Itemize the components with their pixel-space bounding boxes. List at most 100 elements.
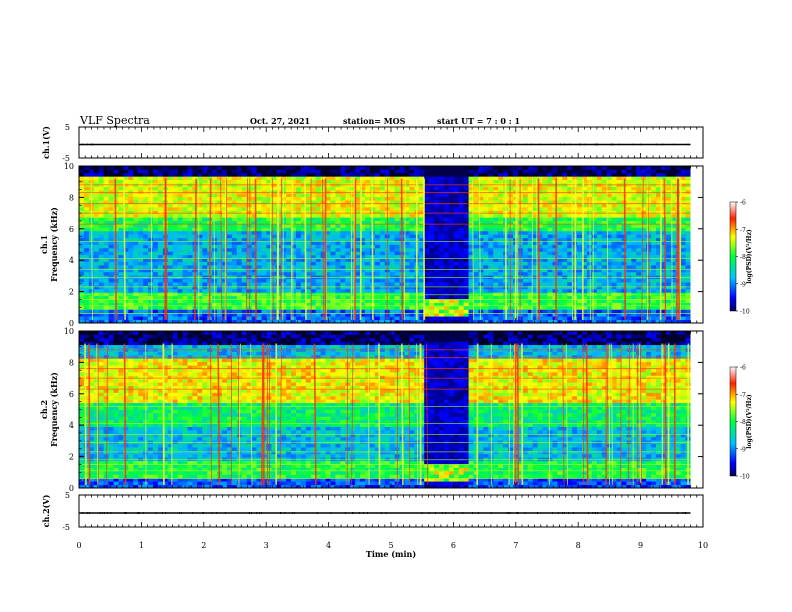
- spectrogram-cell: [424, 193, 430, 198]
- spectrogram-cell: [419, 189, 425, 194]
- spectrogram-cell: [488, 247, 494, 252]
- spectrogram-cell: [98, 319, 105, 324]
- spectrogram-cell: [310, 176, 317, 181]
- spectrogram-cell: [483, 251, 489, 256]
- spectrogram-cell: [128, 309, 134, 314]
- spectrogram-cell: [241, 224, 248, 228]
- spectrogram-cell: [123, 172, 129, 177]
- spectrogram-cell: [473, 169, 479, 174]
- spectrogram-cell: [315, 210, 322, 215]
- spectrogram-cell: [478, 196, 484, 201]
- spectrogram-cell: [123, 288, 129, 293]
- spectrogram-cell: [335, 251, 341, 256]
- spectrogram-cell: [256, 264, 262, 269]
- spectrogram-cell: [394, 234, 400, 239]
- spectrogram-cell: [350, 288, 356, 293]
- spectrogram-cell: [291, 227, 297, 232]
- spectrogram-cell: [562, 189, 568, 194]
- spectrogram-cell: [133, 217, 139, 222]
- spectrogram-cell: [138, 288, 144, 293]
- spectrogram-cell: [172, 196, 179, 201]
- spectrogram-cell: [498, 166, 504, 170]
- spectrogram-cell: [424, 210, 430, 215]
- spectrogram-cell: [335, 247, 341, 252]
- spectrogram-cell: [434, 241, 440, 245]
- spectrogram-cell: [118, 186, 124, 191]
- spectrogram-cell: [379, 302, 386, 307]
- spectrogram-cell: [498, 312, 504, 317]
- spectrogram-cell: [409, 244, 415, 249]
- spectrogram-cell: [532, 193, 539, 198]
- spectrogram-cell: [167, 244, 174, 249]
- spectrogram-cell: [562, 166, 568, 170]
- spectrogram-cell: [271, 200, 277, 204]
- spectrogram-cell: [557, 312, 563, 317]
- spectrogram-cell: [295, 305, 302, 310]
- spectrogram-cell: [478, 189, 484, 194]
- spectrogram-cell: [365, 196, 371, 201]
- spectrogram-cell: [83, 213, 90, 218]
- spectrogram-cell: [379, 292, 386, 297]
- spectrogram-cell: [118, 200, 124, 204]
- spectrogram-cell: [187, 210, 193, 215]
- spectrogram-cell: [231, 305, 238, 310]
- spectrogram-cell: [379, 213, 386, 218]
- spectrogram-cell: [128, 193, 134, 198]
- spectrogram-cell: [286, 258, 292, 262]
- spectrogram-cell: [562, 258, 568, 262]
- spectrogram-cell: [295, 319, 302, 324]
- spectrogram-cell: [202, 302, 208, 307]
- spectrogram-cell: [187, 200, 193, 204]
- spectrogram-cell: [552, 295, 558, 300]
- spectrogram-cell: [567, 264, 573, 269]
- spectrogram-cell: [468, 251, 474, 256]
- spectrogram-cell: [537, 189, 543, 194]
- spectrogram-cell: [335, 172, 341, 177]
- spectrogram-cell: [532, 299, 539, 303]
- spectrogram-cell: [138, 220, 144, 225]
- spectrogram-cell: [557, 166, 563, 170]
- spectrogram-cell: [138, 258, 144, 262]
- spectrogram-cell: [103, 285, 109, 290]
- spectrogram-cell: [562, 309, 568, 314]
- spectrogram-cell: [547, 196, 553, 201]
- spectrogram-cell: [182, 244, 188, 249]
- spectrogram-cell: [434, 186, 440, 191]
- spectrogram-cell: [409, 309, 415, 314]
- spectrogram-cell: [187, 241, 193, 245]
- spectrogram-cell: [434, 237, 440, 242]
- spectrogram-cell: [443, 166, 450, 170]
- spectrogram-cell: [330, 189, 336, 194]
- spectrogram-cell: [547, 247, 553, 252]
- spectrogram-cell: [557, 193, 563, 198]
- spectrogram-cell: [542, 309, 548, 314]
- spectrogram-cell: [217, 203, 223, 208]
- spectrogram-cell: [473, 230, 479, 235]
- spectrogram-cell: [374, 251, 381, 256]
- spectrogram-cell: [187, 193, 193, 198]
- spectrogram-cell: [473, 312, 479, 317]
- spectrogram-cell: [458, 302, 465, 307]
- spectrogram-cell: [295, 244, 302, 249]
- spectrogram-cell: [404, 254, 410, 259]
- spectrogram-cell: [236, 254, 243, 259]
- spectrogram-cell: [157, 305, 164, 310]
- spectrogram-cell: [187, 295, 193, 300]
- spectrogram-cell: [281, 258, 287, 262]
- spectrogram-cell: [261, 295, 267, 300]
- spectrogram-cell: [305, 203, 312, 208]
- spectrogram-cell: [345, 189, 351, 194]
- spectrogram-cell: [350, 312, 356, 317]
- spectrogram-cell: [320, 203, 326, 208]
- spectrogram-cell: [177, 268, 183, 273]
- spectrogram-cell: [478, 285, 484, 290]
- spectrogram-cell: [148, 271, 154, 276]
- spectrogram-cell: [448, 169, 455, 174]
- spectrogram-cell: [300, 220, 307, 225]
- spectrogram-cell: [217, 186, 223, 191]
- spectrogram-cell: [138, 203, 144, 208]
- spectrogram-cell: [123, 227, 129, 232]
- spectrogram-cell: [498, 176, 504, 181]
- spectrogram-cell: [567, 176, 573, 181]
- spectrogram-cell: [374, 271, 381, 276]
